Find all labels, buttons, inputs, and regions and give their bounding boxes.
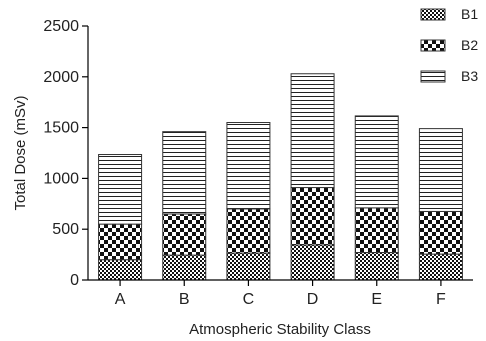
- bar-E-B3: [354, 115, 399, 209]
- bar-B-B1: [162, 254, 207, 281]
- y-tick-label: 500: [52, 221, 79, 238]
- bar-A-B1: [98, 259, 143, 281]
- bar-D-B3: [290, 73, 335, 189]
- x-tick-label: B: [179, 291, 190, 308]
- bar-B-B2: [162, 213, 207, 256]
- legend-label-B1: B1: [461, 6, 478, 22]
- x-axis-ticks: A B C D E F: [115, 280, 446, 308]
- bar-E-B1: [354, 252, 399, 281]
- bar-A-B2: [98, 223, 143, 261]
- bar-F-B1: [418, 253, 463, 281]
- x-tick-label: D: [307, 291, 319, 308]
- legend: B1 B2 B3: [420, 6, 478, 84]
- bar-C-B2: [226, 208, 271, 254]
- x-tick-label: F: [436, 291, 446, 308]
- legend-label-B3: B3: [461, 68, 478, 84]
- bar-C-B1: [226, 252, 271, 281]
- y-tick-label: 0: [70, 272, 79, 289]
- y-axis-title: Total Dose (mSv): [12, 95, 29, 210]
- bar-C-B3: [226, 122, 271, 210]
- y-axis-ticks: 0 500 1000 1500 2000 2500: [43, 18, 88, 289]
- y-tick-label: 1500: [43, 120, 79, 137]
- legend-label-B2: B2: [461, 37, 478, 53]
- y-tick-label: 2500: [43, 18, 79, 35]
- bar-F-B2: [418, 210, 463, 255]
- x-axis-title: Atmospheric Stability Class: [189, 321, 371, 338]
- bar-F-B3: [418, 128, 463, 212]
- bar-E-B2: [354, 207, 399, 254]
- x-tick-label: E: [371, 291, 382, 308]
- y-tick-label: 1000: [43, 170, 79, 187]
- x-tick-label: A: [115, 291, 126, 308]
- bar-D-B2: [290, 187, 335, 246]
- bar-B-B3: [162, 131, 207, 215]
- y-tick-label: 2000: [43, 69, 79, 86]
- legend-swatch-B1: [420, 8, 446, 21]
- x-tick-label: C: [243, 291, 255, 308]
- bar-A-B3: [98, 154, 143, 225]
- legend-swatch-B3: [420, 70, 446, 83]
- bar-D-B1: [290, 244, 335, 281]
- plot-area: [98, 73, 463, 281]
- legend-swatch-B2: [420, 39, 446, 52]
